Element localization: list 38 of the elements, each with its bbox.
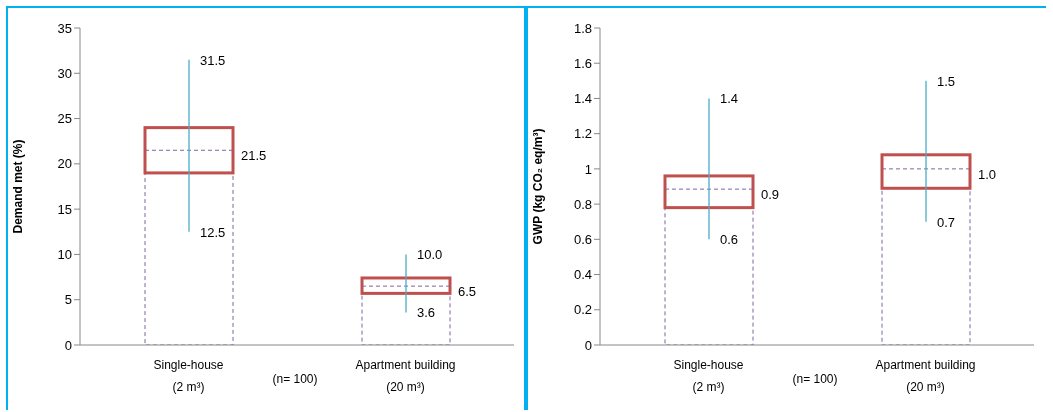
text: 3.6 bbox=[417, 305, 436, 321]
text: 1.4 bbox=[720, 91, 739, 107]
y-tick-label: 5 bbox=[64, 292, 72, 308]
x-tick-label: Apartment building (20 m³) bbox=[875, 358, 976, 394]
text: (n= 100) bbox=[271, 372, 319, 386]
y-tick-label: 1.8 bbox=[573, 20, 592, 36]
text: 1.0 bbox=[978, 166, 997, 182]
y-tick-label: 25 bbox=[57, 111, 72, 127]
y-tick-label: 30 bbox=[57, 65, 72, 81]
text: 0.7 bbox=[937, 214, 956, 230]
text: 1.5 bbox=[937, 73, 956, 89]
y-tick-label: 0.2 bbox=[573, 302, 592, 318]
y-axis-title: Demand met (%) bbox=[11, 139, 26, 234]
y-tick-label: 0 bbox=[64, 337, 72, 353]
y-tick-label: 0 bbox=[584, 337, 592, 353]
y-tick-label: 1 bbox=[584, 161, 592, 177]
x-tick-label: Single-house (2 m³) bbox=[153, 358, 224, 394]
text: 31.5 bbox=[200, 52, 226, 68]
y-tick-label: 15 bbox=[57, 201, 72, 217]
text: 21.5 bbox=[241, 148, 267, 164]
y-tick-label: 0.8 bbox=[573, 196, 592, 212]
y-tick-label: 1.6 bbox=[573, 55, 592, 71]
y-tick-label: 1.4 bbox=[573, 91, 592, 107]
text: 6.5 bbox=[458, 284, 477, 300]
text: 12.5 bbox=[200, 224, 226, 240]
y-tick-label: 0.4 bbox=[573, 267, 592, 283]
text: 0.9 bbox=[761, 187, 780, 203]
text: 10.0 bbox=[417, 247, 443, 263]
text: 0.6 bbox=[720, 232, 739, 248]
y-tick-label: 20 bbox=[57, 156, 72, 172]
y-axis-title: GWP (kg CO₂ eq/m³) bbox=[531, 128, 546, 245]
x-tick-label: Single-house (2 m³) bbox=[673, 358, 744, 394]
text: (n= 100) bbox=[791, 372, 839, 386]
x-tick-label: Apartment building (20 m³) bbox=[355, 358, 456, 394]
y-tick-label: 1.2 bbox=[573, 126, 592, 142]
y-tick-label: 0.6 bbox=[573, 231, 592, 247]
y-tick-label: 35 bbox=[57, 20, 72, 36]
y-tick-label: 10 bbox=[57, 247, 72, 263]
